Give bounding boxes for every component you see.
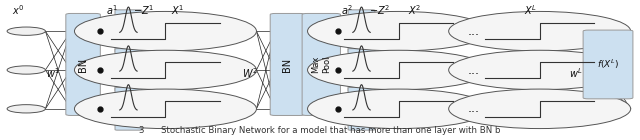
Text: $x^0$: $x^0$ xyxy=(12,4,25,17)
Circle shape xyxy=(74,89,257,129)
Text: ...: ... xyxy=(467,25,479,38)
FancyBboxPatch shape xyxy=(348,49,375,91)
FancyBboxPatch shape xyxy=(348,88,375,130)
Text: $a^2$: $a^2$ xyxy=(342,4,353,17)
Circle shape xyxy=(308,11,490,51)
FancyBboxPatch shape xyxy=(66,13,100,116)
FancyBboxPatch shape xyxy=(583,30,633,99)
Circle shape xyxy=(308,89,490,129)
Circle shape xyxy=(74,50,257,90)
Circle shape xyxy=(449,11,630,51)
Text: ...: ... xyxy=(467,64,479,76)
Text: $X^1$: $X^1$ xyxy=(172,4,185,17)
Text: $-Z^1$: $-Z^1$ xyxy=(133,4,154,17)
FancyBboxPatch shape xyxy=(115,10,142,52)
Text: $f(X^L)$: $f(X^L)$ xyxy=(597,58,619,71)
Text: $X^L$: $X^L$ xyxy=(524,4,538,17)
Text: BN: BN xyxy=(78,57,88,72)
Text: $W^2$: $W^2$ xyxy=(242,66,258,80)
Circle shape xyxy=(449,50,630,90)
Text: $a^1$: $a^1$ xyxy=(106,4,118,17)
FancyBboxPatch shape xyxy=(270,13,305,116)
Circle shape xyxy=(7,105,45,113)
Text: $w^L$: $w^L$ xyxy=(568,66,582,80)
Circle shape xyxy=(308,50,490,90)
Text: BN: BN xyxy=(282,57,292,72)
Circle shape xyxy=(7,27,45,35)
FancyBboxPatch shape xyxy=(115,49,142,91)
Circle shape xyxy=(449,89,630,129)
FancyBboxPatch shape xyxy=(348,10,375,52)
Text: Max
Pool: Max Pool xyxy=(312,56,331,73)
Text: ...: ... xyxy=(467,102,479,115)
Circle shape xyxy=(74,11,257,51)
FancyBboxPatch shape xyxy=(115,88,142,130)
Text: $X^2$: $X^2$ xyxy=(408,4,421,17)
Circle shape xyxy=(7,66,45,74)
Text: $w^1$: $w^1$ xyxy=(46,66,60,80)
FancyBboxPatch shape xyxy=(302,13,340,116)
Text: 3      Stochastic Binary Network for a model that has more than one layer with B: 3 Stochastic Binary Network for a model … xyxy=(140,126,500,135)
Text: $-Z^2$: $-Z^2$ xyxy=(369,4,390,17)
